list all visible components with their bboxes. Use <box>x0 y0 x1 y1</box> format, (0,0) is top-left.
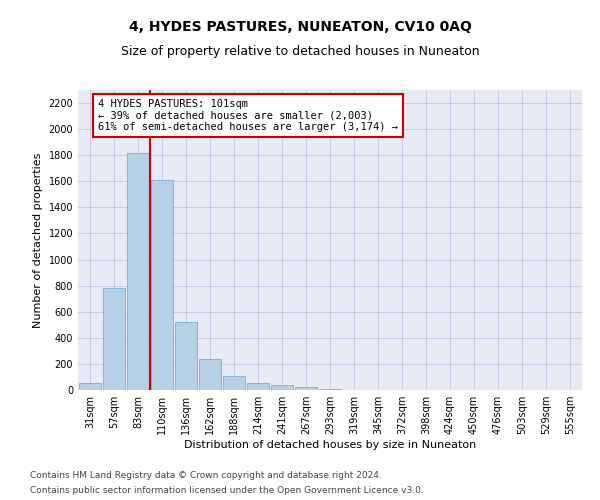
Bar <box>199 360 221 390</box>
Text: Contains public sector information licensed under the Open Government Licence v3: Contains public sector information licen… <box>30 486 424 495</box>
Bar <box>103 288 125 390</box>
Bar <box>127 152 149 390</box>
Text: Contains HM Land Registry data © Crown copyright and database right 2024.: Contains HM Land Registry data © Crown c… <box>30 471 382 480</box>
Bar <box>79 384 101 390</box>
Y-axis label: Number of detached properties: Number of detached properties <box>33 152 43 328</box>
Bar <box>223 376 245 390</box>
Bar <box>295 386 317 390</box>
Text: 4, HYDES PASTURES, NUNEATON, CV10 0AQ: 4, HYDES PASTURES, NUNEATON, CV10 0AQ <box>128 20 472 34</box>
Bar <box>247 383 269 390</box>
Text: Size of property relative to detached houses in Nuneaton: Size of property relative to detached ho… <box>121 45 479 58</box>
Text: 4 HYDES PASTURES: 101sqm
← 39% of detached houses are smaller (2,003)
61% of sem: 4 HYDES PASTURES: 101sqm ← 39% of detach… <box>98 99 398 132</box>
X-axis label: Distribution of detached houses by size in Nuneaton: Distribution of detached houses by size … <box>184 440 476 450</box>
Bar <box>151 180 173 390</box>
Bar <box>175 322 197 390</box>
Bar <box>319 388 341 390</box>
Bar <box>271 385 293 390</box>
